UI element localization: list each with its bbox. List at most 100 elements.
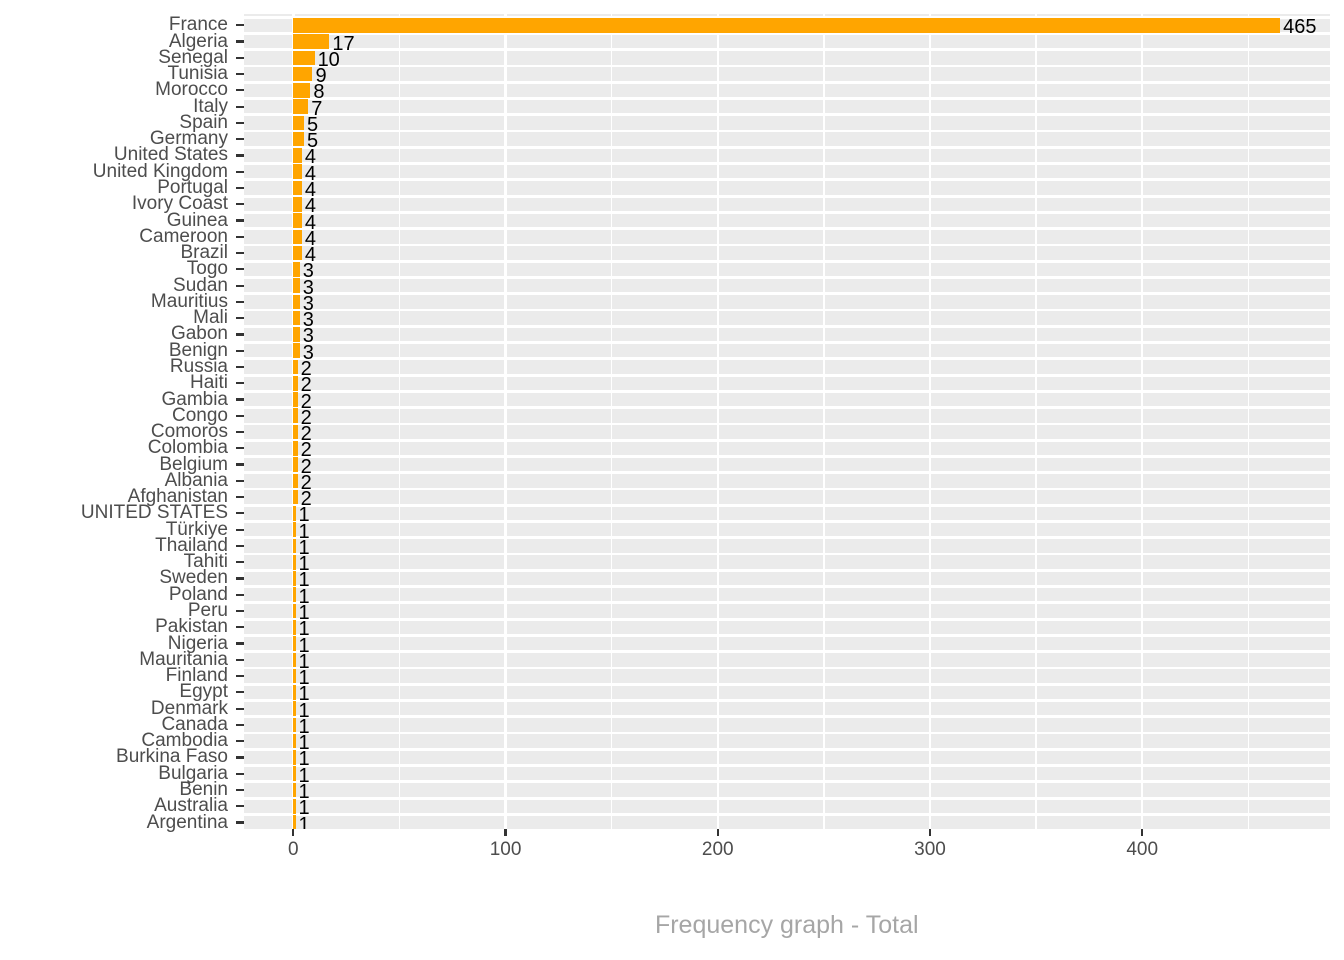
bar: [293, 262, 300, 277]
bar-value-label: 5: [306, 113, 319, 136]
gridline-horizontal: [244, 48, 1330, 52]
y-axis-label: Portugal: [157, 177, 228, 198]
y-axis-label: Poland: [168, 583, 228, 605]
gridline-horizontal: [244, 617, 1330, 621]
gridline-horizontal: [244, 373, 1330, 377]
bar: [293, 245, 302, 261]
bar-value-label: 7: [311, 97, 323, 120]
bar-value-label: 9: [315, 65, 327, 88]
bar: [293, 424, 298, 440]
y-axis-tick: [236, 528, 244, 531]
y-axis-label: Belgium: [159, 453, 228, 475]
bar: [293, 148, 302, 163]
gridline-horizontal: [244, 80, 1330, 84]
bar-value-label: 1: [298, 699, 310, 722]
y-axis-label: UNITED STATES: [80, 502, 228, 524]
y-axis-tick: [236, 251, 244, 255]
bar-value-label: 3: [302, 292, 314, 315]
bar-value-label: 3: [302, 325, 314, 348]
bar-value-label: 1: [298, 732, 310, 755]
bar: [293, 538, 296, 554]
bar: [293, 815, 296, 829]
gridline-horizontal: [244, 357, 1330, 361]
bar: [293, 66, 313, 82]
gridline-horizontal: [244, 568, 1330, 572]
y-axis-label: Sudan: [173, 274, 228, 296]
y-axis-tick: [236, 626, 244, 629]
y-axis-tick: [236, 723, 244, 726]
bar-value-label: 3: [302, 276, 314, 299]
gridline-horizontal: [244, 780, 1330, 784]
gridline-horizontal: [244, 455, 1330, 458]
bar: [293, 701, 296, 716]
bar: [293, 750, 296, 765]
bar: [293, 294, 300, 310]
gridline-horizontal: [244, 341, 1330, 344]
bar: [293, 310, 300, 326]
y-axis-label: Afghanistan: [127, 486, 228, 508]
gridline-vertical-minor: [1247, 14, 1250, 829]
bar-value-label: 8: [313, 81, 325, 104]
x-tick-label: 300: [914, 839, 946, 860]
y-axis-tick: [236, 121, 244, 124]
bar-value-label: 1: [298, 520, 310, 543]
bar-value-label: 1: [298, 683, 310, 706]
y-axis-tick: [236, 479, 244, 482]
bar: [293, 636, 296, 651]
y-axis-tick: [236, 56, 244, 59]
y-axis-label: Sweden: [159, 567, 228, 589]
gridline-vertical-major: [928, 14, 932, 829]
bar-value-label: 1: [298, 715, 310, 738]
y-axis-tick: [236, 170, 244, 173]
y-axis-label: Argentina: [146, 811, 228, 833]
y-axis-label: Spain: [179, 111, 228, 133]
gridline-horizontal: [244, 292, 1330, 296]
y-axis-tick: [236, 772, 244, 775]
y-axis-label: Guinea: [166, 209, 228, 231]
gridline-horizontal: [244, 389, 1330, 393]
plot-panel: 465 17 10 9 8 7 5 5 4 4 4 4 4 4 4 3 3 3 3 3 3 2 2 2 2 2 2 2 2 2 1 1 1 1 1 1…: [244, 14, 1330, 829]
y-axis-label: Mauritania: [139, 648, 228, 670]
bar-value-label: 1: [298, 780, 310, 803]
gridline-horizontal: [244, 162, 1330, 165]
y-axis-tick: [236, 642, 244, 645]
gridline-horizontal: [244, 438, 1330, 442]
bar: [293, 229, 302, 245]
y-axis-tick: [236, 544, 244, 548]
y-axis-tick: [236, 658, 244, 661]
y-axis-tick: [236, 300, 244, 303]
bar: [293, 554, 296, 570]
y-axis-tick: [236, 333, 244, 336]
bar: [293, 619, 296, 635]
bar-value-label: 1: [298, 504, 310, 527]
bar: [293, 83, 311, 98]
gridline-horizontal: [244, 747, 1330, 751]
bar-value-label: 2: [300, 439, 312, 462]
y-axis-label: Senegal: [158, 46, 228, 68]
y-axis-label: Cameroon: [139, 225, 228, 247]
gridline-horizontal: [244, 731, 1330, 735]
y-axis-tick: [236, 691, 244, 694]
gridline-horizontal: [244, 682, 1330, 686]
y-axis-label: Colombia: [147, 437, 228, 459]
gridline-horizontal: [244, 227, 1330, 231]
gridline-horizontal: [244, 666, 1330, 670]
gridline-horizontal: [244, 276, 1330, 279]
x-tick-label: 0: [288, 839, 299, 860]
y-axis-tick: [236, 382, 244, 385]
y-axis-label: Türkiye: [165, 518, 228, 540]
gridline-vertical-major: [716, 14, 720, 829]
y-axis-label: Australia: [154, 795, 228, 817]
bar-value-label: 1: [298, 553, 310, 576]
gridline-horizontal: [244, 178, 1330, 182]
bar: [293, 375, 298, 391]
bar-value-label: 4: [304, 211, 316, 234]
bar-value-label: 465: [1283, 16, 1317, 39]
bar-value-label: 2: [300, 488, 312, 511]
gridline-vertical-minor: [823, 14, 825, 829]
y-axis-label: Peru: [187, 600, 228, 622]
y-axis-tick: [236, 675, 244, 678]
y-axis-tick: [236, 24, 244, 27]
bar: [293, 359, 298, 375]
bar-value-label: 2: [300, 390, 312, 413]
